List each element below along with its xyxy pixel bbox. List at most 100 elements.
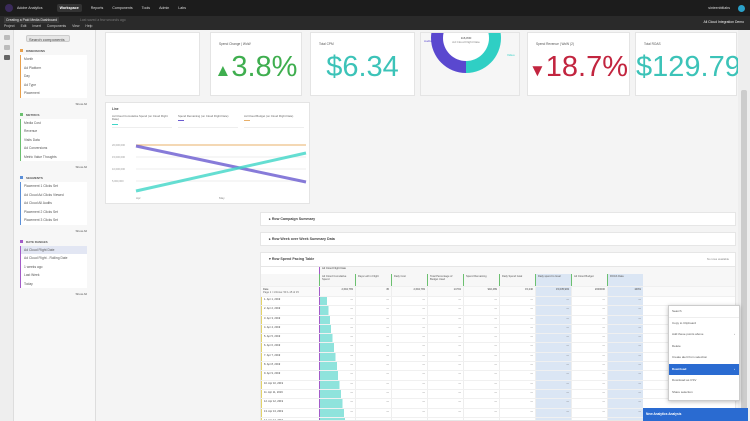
component-item[interactable]: Placement 2 Clicks Set: [24, 209, 58, 214]
dimension-title[interactable]: Date: [263, 288, 269, 291]
avatar[interactable]: [738, 4, 745, 12]
table-row[interactable]: 9. Apr 9, 2019— — — — — — — — —: [261, 371, 735, 381]
column-header[interactable]: Daily Spend Goal: [499, 274, 535, 286]
table-row[interactable]: 12. Apr 12, 2019— — — — — — — — —: [261, 399, 735, 409]
table-row[interactable]: 4. Apr 4, 2019— — — — — — — — —: [261, 324, 735, 335]
roas-card[interactable]: Total ROAS $129.79: [635, 32, 741, 96]
show-all-link[interactable]: Show All: [75, 101, 87, 106]
column-header[interactable]: Spend Remaining: [463, 274, 499, 286]
column-header[interactable]: ROAS Data: [607, 274, 643, 286]
menu-item[interactable]: Copy to Clipboard: [669, 318, 739, 330]
table-cell: —: [571, 343, 607, 352]
row-spend-pacing[interactable]: ▾ Row Spend Pacing Table No rows availabl…: [260, 252, 736, 266]
table-row[interactable]: 10. Apr 10, 2019— — — — — — — — —: [261, 380, 735, 390]
component-item[interactable]: Ad Cloud Flight Date: [21, 245, 87, 254]
component-item[interactable]: Metric Value Thoughts: [24, 154, 57, 159]
component-item[interactable]: Day: [24, 74, 30, 78]
column-header[interactable]: Ad Cloud Cumulative Spend: [319, 274, 355, 286]
table-row[interactable]: 6. Apr 6, 2019— — — — — — — — —: [261, 343, 735, 353]
line-chart-card[interactable]: Line Ad Cloud Cumulative Spend (on Cloud…: [105, 102, 310, 204]
table-row[interactable]: 5. Apr 5, 2019— — — — — — — — —: [261, 334, 735, 344]
table-row[interactable]: 13. Apr 13, 2019— — — — — — — — —: [261, 408, 735, 418]
menu-insert[interactable]: Insert: [32, 24, 41, 28]
component-item[interactable]: Ad Conversions: [24, 146, 48, 150]
menu-edit[interactable]: Edit: [20, 24, 27, 28]
table-row[interactable]: 14. Apr 14, 2019— — — — — — — — —: [261, 417, 735, 420]
donut-card[interactable]: 116,830 Ad Cloud Flight Date Audio Video: [420, 32, 520, 96]
visualizations-icon[interactable]: [3, 45, 10, 50]
table-cell: —: [463, 380, 499, 389]
scrollbar[interactable]: [738, 30, 750, 421]
project-title[interactable]: Creating a Paid Media Dashboard: [4, 17, 60, 23]
nav-reports[interactable]: Reports: [90, 6, 104, 10]
component-item[interactable]: Today: [24, 281, 33, 286]
table-row[interactable]: 11. Apr 11, 2019— — — — — — — — —: [261, 389, 735, 400]
menu-project[interactable]: Project: [4, 24, 15, 28]
component-item[interactable]: Month: [24, 57, 34, 61]
nav-labs[interactable]: Labs: [178, 6, 187, 10]
table-cell: —: [391, 352, 427, 362]
column-header[interactable]: Days Left in Flight: [355, 274, 391, 286]
report-suite-select[interactable]: All Cloud Integration Demo: [703, 20, 744, 24]
table-row[interactable]: 7. Apr 7, 2019— — — — — — — — —: [261, 352, 735, 363]
row-wow-summary[interactable]: ▸ Row Week over Week Summary Data: [260, 232, 736, 246]
show-all-link[interactable]: Show All: [75, 228, 87, 233]
column-header[interactable]: Total Percentage of Budget Used: [427, 274, 463, 286]
section-header[interactable]: DIMENSIONS: [20, 49, 87, 53]
show-all-link[interactable]: Show All: [75, 292, 87, 296]
menu-item[interactable]: Share selection: [669, 387, 739, 399]
component-item[interactable]: Placement 1 Clicks Set: [24, 184, 58, 188]
spend-revenue-card[interactable]: Spend Revenue | WoW (2) ▼18.7%: [527, 32, 630, 96]
section-header[interactable]: DATE RANGES: [20, 239, 87, 244]
column-header[interactable]: Daily Cost: [391, 274, 427, 286]
component-item[interactable]: Last Week: [24, 273, 40, 277]
nav-admin[interactable]: Admin: [159, 6, 170, 10]
component-item[interactable]: 1 weeks ago: [24, 264, 43, 269]
component-item[interactable]: Placement 3 Clicks Set: [24, 218, 58, 222]
row-campaign-summary[interactable]: ▸ Row Campaign Summary: [260, 212, 736, 226]
menu-help[interactable]: Help: [85, 24, 93, 28]
menu-item[interactable]: Add these points above ›: [669, 329, 739, 341]
user-name[interactable]: sixteenbitlabs: [708, 6, 730, 10]
section-header[interactable]: METRICS: [20, 112, 87, 117]
column-header[interactable]: Ad Cloud Budget: [571, 274, 607, 286]
search-input[interactable]: Search components: [26, 35, 70, 42]
table-row[interactable]: 1. Apr 1, 2019— — — — — — — — —: [261, 297, 735, 307]
component-item[interactable]: Ad Cloud Ad Clicks Viewed: [24, 192, 64, 197]
section-title: METRICS: [26, 112, 40, 117]
panels-icon[interactable]: [3, 35, 10, 40]
table-row[interactable]: 3. Apr 3, 2019— — — — — — — — —: [261, 315, 735, 325]
menu-item[interactable]: Download ›: [669, 363, 739, 375]
menu-components[interactable]: Components: [46, 24, 67, 28]
components-icon[interactable]: [3, 55, 10, 60]
table-cell: —: [319, 380, 355, 389]
table-row[interactable]: 2. Apr 2, 2019— — — — — — — — —: [261, 306, 735, 316]
nav-workspace[interactable]: Workspace: [56, 4, 82, 12]
component-item[interactable]: Placement: [24, 91, 40, 95]
component-item[interactable]: Visits Data: [24, 137, 40, 142]
component-item[interactable]: Revenue: [24, 129, 38, 133]
show-all-link[interactable]: Show All: [75, 165, 87, 169]
donut-label-left: Audio: [424, 39, 432, 43]
spend-change-card[interactable]: Spend Change | WoW ▲3.8%: [210, 32, 302, 96]
menu-item[interactable]: Create alert from selection: [669, 352, 739, 364]
nav-tools[interactable]: Tools: [141, 6, 151, 10]
context-search-input[interactable]: Search: [669, 306, 739, 318]
table-row[interactable]: 8. Apr 8, 2019— — — — — — — — —: [261, 362, 735, 372]
menu-item[interactable]: Delete: [669, 341, 739, 353]
menu-view[interactable]: View: [72, 24, 80, 28]
component-item[interactable]: Media Cost: [24, 120, 41, 125]
cpm-card[interactable]: Total CPM $6.34: [310, 32, 415, 96]
menu-item[interactable]: Download as CSV: [669, 375, 739, 387]
new-analysis-toast[interactable]: New Analytics Analysis: [643, 408, 748, 421]
component-item[interactable]: Ad Platform: [24, 65, 42, 70]
table-cell: —: [463, 362, 499, 371]
table-cell: —: [319, 408, 355, 417]
component-item[interactable]: Ad Cloud All Audits: [24, 201, 52, 205]
component-item[interactable]: Ad Type: [24, 82, 37, 87]
component-item[interactable]: Ad Cloud Flight - Rolling Date: [24, 256, 68, 260]
section-header[interactable]: SEGMENTS: [20, 176, 87, 180]
table-cell: —: [535, 389, 571, 399]
column-header[interactable]: Daily spend to Goal: [535, 274, 571, 286]
nav-components[interactable]: Components: [112, 6, 133, 10]
